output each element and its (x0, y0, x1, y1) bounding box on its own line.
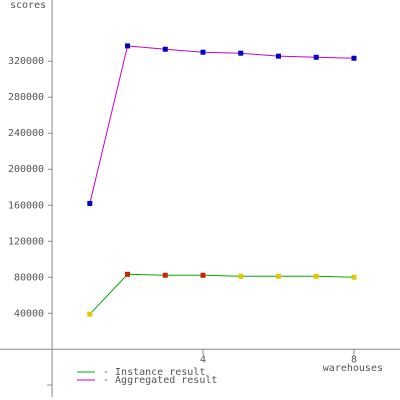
x-tick-label: 4 (200, 354, 206, 365)
y-tick-label: 120000 (8, 236, 44, 247)
y-tick-label: 40000 (14, 308, 44, 319)
x-axis-label: warehouses (323, 363, 383, 374)
marker (162, 272, 168, 278)
marker (87, 200, 93, 206)
marker (313, 54, 319, 60)
marker (125, 43, 131, 49)
legend-label: - Aggregated result (103, 375, 217, 386)
marker (313, 273, 319, 279)
y-tick-label: 80000 (14, 272, 44, 283)
marker (351, 55, 357, 61)
marker (200, 272, 206, 278)
marker (162, 46, 168, 52)
series-line (89, 45, 354, 204)
y-tick-label: 160000 (8, 200, 44, 211)
series-line (89, 273, 354, 315)
marker (87, 311, 93, 317)
y-tick-label: 240000 (8, 128, 44, 139)
y-tick-label: 280000 (8, 92, 44, 103)
legend-label: - Instance result (103, 367, 205, 378)
marker (275, 53, 281, 59)
y-tick-label: 200000 (8, 164, 44, 175)
marker (275, 273, 281, 279)
marker (238, 273, 244, 279)
marker (125, 271, 131, 277)
y-tick-label: 320000 (8, 56, 44, 67)
y-axis-label: scores (10, 0, 46, 11)
marker (351, 274, 357, 280)
x-tick-label: 8 (351, 354, 357, 365)
marker (238, 50, 244, 56)
marker (200, 49, 206, 55)
